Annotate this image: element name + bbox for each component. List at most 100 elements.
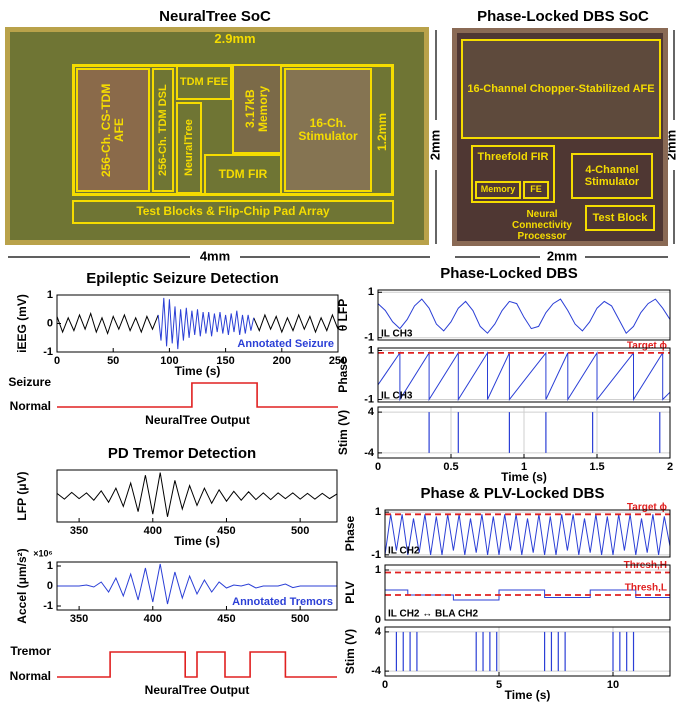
x-tick-label: 10 [607,679,619,691]
axes-frame [384,509,671,558]
x-tick-label: 1.5 [589,461,604,473]
axes-frame [377,406,671,459]
x-axis-label: NeuralTree Output [145,683,250,697]
x-axis-label: Time (s) [501,470,547,484]
chip-block: 256-Ch. TDM DSL [152,68,174,192]
y-tick-label: 1 [47,560,53,572]
channel-note: IL CH2 [388,546,420,557]
y-tick-label: 1 [368,286,374,298]
axes-frame [377,289,671,341]
y-tick-label: -1 [43,346,53,358]
axes-frame [384,626,671,677]
y-tick-label: 1 [47,289,53,301]
chip-block: 4-Channel Stimulator [571,153,653,199]
chip-height: 2mm [427,130,442,160]
plot-area [57,470,337,522]
plot-area [385,510,670,557]
chip-block: Test Blocks & Flip-Chip Pad Array [72,200,394,224]
y-axis-label: iEEG (mV) [15,294,29,353]
y-tick-label: -1 [364,332,374,344]
neuraltree-chip: 2.9mm 256-Ch. CS-TDM AFE 256-Ch. TDM DSL… [5,27,429,245]
line-label: Target ϕ [627,341,668,352]
series-label: Annotated Seizure [237,338,334,350]
signal-line [57,382,338,408]
block-label: Neural Connectivity Processor [511,209,572,242]
x-tick-label: 400 [144,613,162,625]
x-axis-label: NeuralTree Output [145,413,250,427]
soc-title: Phase-Locked DBS SoC [477,8,649,25]
signal-line [377,351,671,402]
y-tick-label: -4 [364,447,375,459]
line-label: Thresh,L [625,583,667,594]
y-tick-label: Seizure [8,375,51,389]
y-axis-label: θ LFP [336,299,350,331]
x-tick-label: 0 [382,679,388,691]
block-label: 1.2mm [375,112,389,152]
channel-note: IL CH3 [381,391,413,402]
series-label: Annotated Tremors [232,596,333,608]
chip-block: FE [523,181,549,199]
x-tick-label: 50 [107,355,119,367]
chip-block: Memory [475,181,521,199]
x-tick-label: 0.5 [443,461,458,473]
y-tick-label: 0 [47,317,53,329]
y-axis-label: LFP (μV) [15,471,29,520]
y-tick-label: 1 [375,564,381,576]
x-axis-label: Time (s) [505,688,551,702]
x-tick-label: 350 [70,525,88,537]
chart-title: Phase & PLV-Locked DBS [421,485,605,502]
chip-block: Test Block [585,205,655,231]
x-tick-label: 150 [216,355,234,367]
x-tick-label: 5 [496,679,502,691]
chart-title: Phase-Locked DBS [440,265,578,282]
x-tick-label: 2 [667,461,673,473]
line-label: Thresh,H [624,560,667,571]
x-axis-label: Time (s) [175,364,221,378]
x-tick-label: 200 [273,355,291,367]
y-tick-label: -1 [371,549,381,561]
plot-area [385,627,670,676]
chip-block: TDM FIR [204,154,282,196]
x-tick-label: 0 [54,355,60,367]
y-axis-label: Accel (μm/s²) [15,548,29,623]
dimension-arrows [8,30,675,258]
y-tick-label: 4 [368,406,375,418]
signal-line [57,563,337,605]
chart-title: Epileptic Seizure Detection [86,270,279,287]
y-tick-label: 1 [368,344,374,356]
y-tick-label: 0 [47,580,53,592]
y-axis-label: PLV [343,581,357,603]
y-tick-label: -1 [364,393,374,405]
x-tick-label: 450 [217,613,235,625]
signal-line [56,311,339,336]
y-tick-label: 0 [375,614,381,626]
x-tick-label: 500 [291,613,309,625]
x-tick-label: 1 [521,461,527,473]
chip-block: NeuralTree [176,102,202,194]
chip-block: Threefold FIR [471,145,555,203]
block-label: 2.9mm [214,31,256,46]
y-tick-label: -4 [371,665,382,677]
plot-area [385,565,670,620]
x-tick-label: 0 [375,461,381,473]
x-tick-label: 400 [144,525,162,537]
y-tick-label: Normal [10,399,51,413]
x-tick-label: 500 [291,525,309,537]
dbs-chip: 16-Channel Chopper-Stabilized AFE Threef… [452,28,668,246]
plot-area [378,348,670,402]
signal-line [57,651,337,678]
chart-title: PD Tremor Detection [108,445,256,462]
signal-line [157,297,255,350]
axes-frame [56,561,338,611]
chip-block: 16-Channel Chopper-Stabilized AFE [461,39,661,139]
y-axis-label: Phase [343,515,357,551]
chip-width: 2mm [547,248,577,263]
axes-frame [377,347,671,403]
axes-frame [56,469,338,523]
chip-block: TDM FEE [176,64,232,100]
chip-block: 16-Ch. Stimulator [284,68,372,192]
channel-note: IL CH2 ↔ BLA CH2 [388,609,478,620]
axes-frame [56,294,339,353]
y-tick-label: -1 [43,600,53,612]
